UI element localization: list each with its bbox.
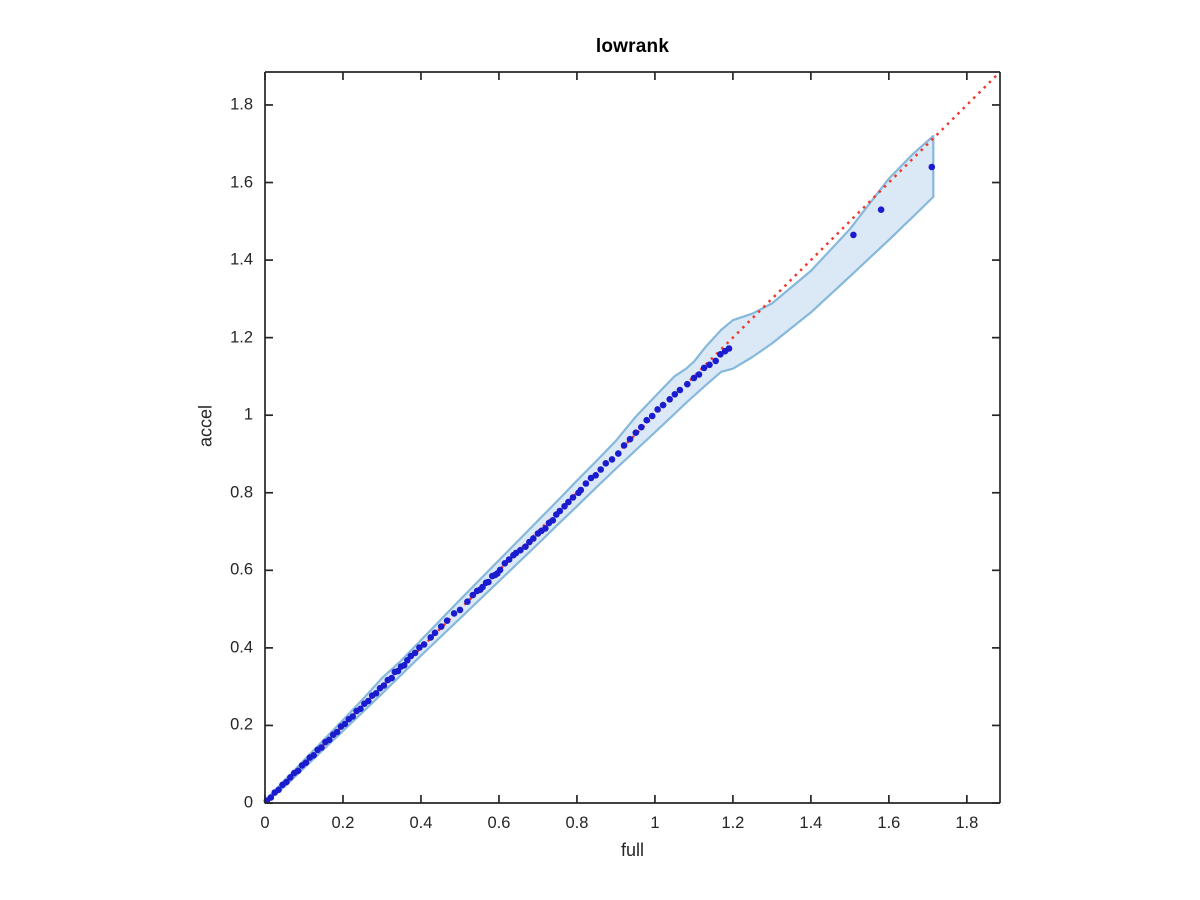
y-axis-label: accel bbox=[195, 404, 216, 447]
data-point bbox=[712, 357, 719, 365]
data-point bbox=[450, 610, 458, 617]
data-point bbox=[283, 778, 290, 786]
data-point bbox=[700, 364, 708, 372]
y-tick-label: 1.8 bbox=[230, 95, 253, 114]
data-point bbox=[443, 617, 451, 624]
data-point bbox=[643, 416, 650, 424]
data-point bbox=[659, 401, 667, 409]
scatter-points bbox=[263, 163, 936, 804]
data-point bbox=[561, 503, 568, 510]
data-point bbox=[602, 460, 610, 467]
data-point bbox=[695, 371, 703, 378]
data-point bbox=[608, 456, 616, 463]
data-point bbox=[380, 682, 388, 689]
x-tick-label: 1.8 bbox=[955, 814, 979, 832]
data-point bbox=[569, 494, 577, 501]
data-point bbox=[416, 644, 423, 651]
data-point bbox=[530, 535, 537, 542]
data-point bbox=[542, 525, 549, 532]
x-tick-label: 1.2 bbox=[721, 814, 745, 832]
data-point bbox=[877, 206, 885, 213]
x-tick-label: 1.6 bbox=[877, 814, 901, 832]
data-point bbox=[666, 396, 673, 403]
data-point bbox=[388, 674, 396, 682]
data-point bbox=[501, 560, 509, 567]
x-tick-label: 1 bbox=[650, 814, 660, 832]
y-tick-label: 0 bbox=[243, 793, 253, 812]
data-point bbox=[357, 705, 364, 713]
data-point bbox=[456, 606, 464, 614]
data-point bbox=[654, 406, 661, 413]
data-point bbox=[318, 744, 325, 751]
y-tick-label: 0.6 bbox=[230, 560, 253, 579]
data-point bbox=[431, 629, 439, 637]
data-point bbox=[517, 546, 524, 554]
data-point bbox=[469, 591, 477, 599]
data-point bbox=[632, 429, 640, 437]
data-point bbox=[310, 752, 318, 759]
data-point bbox=[615, 450, 622, 457]
data-point bbox=[597, 466, 604, 473]
data-point bbox=[411, 649, 419, 657]
data-point bbox=[671, 391, 679, 398]
y-tick-label: 0.2 bbox=[230, 715, 253, 734]
data-point bbox=[717, 351, 724, 358]
data-point bbox=[287, 774, 294, 781]
data-point bbox=[427, 634, 435, 641]
x-tick-label: 0.4 bbox=[409, 814, 433, 832]
x-tick-label: 0.6 bbox=[487, 814, 511, 832]
data-point bbox=[267, 794, 275, 801]
data-point bbox=[420, 641, 428, 648]
data-point bbox=[365, 697, 372, 705]
data-point bbox=[349, 713, 357, 720]
axes-box bbox=[264, 71, 1001, 804]
data-point bbox=[549, 517, 557, 524]
data-point bbox=[464, 598, 471, 605]
data-point bbox=[725, 345, 733, 352]
data-point bbox=[676, 386, 684, 394]
data-point bbox=[626, 435, 634, 443]
data-point bbox=[505, 556, 513, 563]
data-point bbox=[372, 690, 380, 697]
data-point bbox=[341, 720, 349, 728]
data-point bbox=[400, 662, 408, 669]
y-tick-label: 1 bbox=[243, 405, 253, 424]
data-point bbox=[850, 231, 857, 239]
y-tick-label: 1.2 bbox=[230, 328, 253, 347]
data-point bbox=[485, 578, 492, 586]
data-point bbox=[565, 498, 572, 506]
y-tick-label: 1.6 bbox=[230, 173, 253, 192]
chart-title: lowrank bbox=[595, 36, 670, 57]
data-point bbox=[496, 566, 504, 574]
x-tick-label: 0.2 bbox=[331, 814, 355, 832]
data-point bbox=[275, 786, 282, 794]
y-tick-label: 0.4 bbox=[230, 638, 253, 657]
x-tick-label: 0.8 bbox=[565, 814, 589, 832]
data-point bbox=[522, 543, 529, 550]
data-point bbox=[684, 380, 691, 388]
data-point bbox=[326, 736, 333, 744]
data-point bbox=[582, 480, 590, 487]
x-tick-label: 1.4 bbox=[799, 814, 823, 832]
data-point bbox=[592, 472, 599, 479]
data-point bbox=[556, 507, 564, 515]
data-point bbox=[333, 728, 341, 736]
data-point bbox=[690, 374, 698, 382]
data-point bbox=[638, 423, 645, 431]
x-tick-label: 0 bbox=[260, 814, 270, 832]
data-point bbox=[648, 412, 656, 420]
data-point bbox=[302, 759, 310, 766]
y-tick-label: 1.4 bbox=[230, 250, 253, 269]
data-point bbox=[928, 163, 936, 171]
data-point bbox=[294, 767, 302, 775]
data-point bbox=[706, 361, 713, 369]
y-tick-label: 0.8 bbox=[230, 483, 253, 502]
data-point bbox=[437, 623, 445, 630]
data-point bbox=[620, 442, 628, 449]
x-axis-label: full bbox=[620, 840, 644, 860]
data-point bbox=[577, 486, 585, 494]
